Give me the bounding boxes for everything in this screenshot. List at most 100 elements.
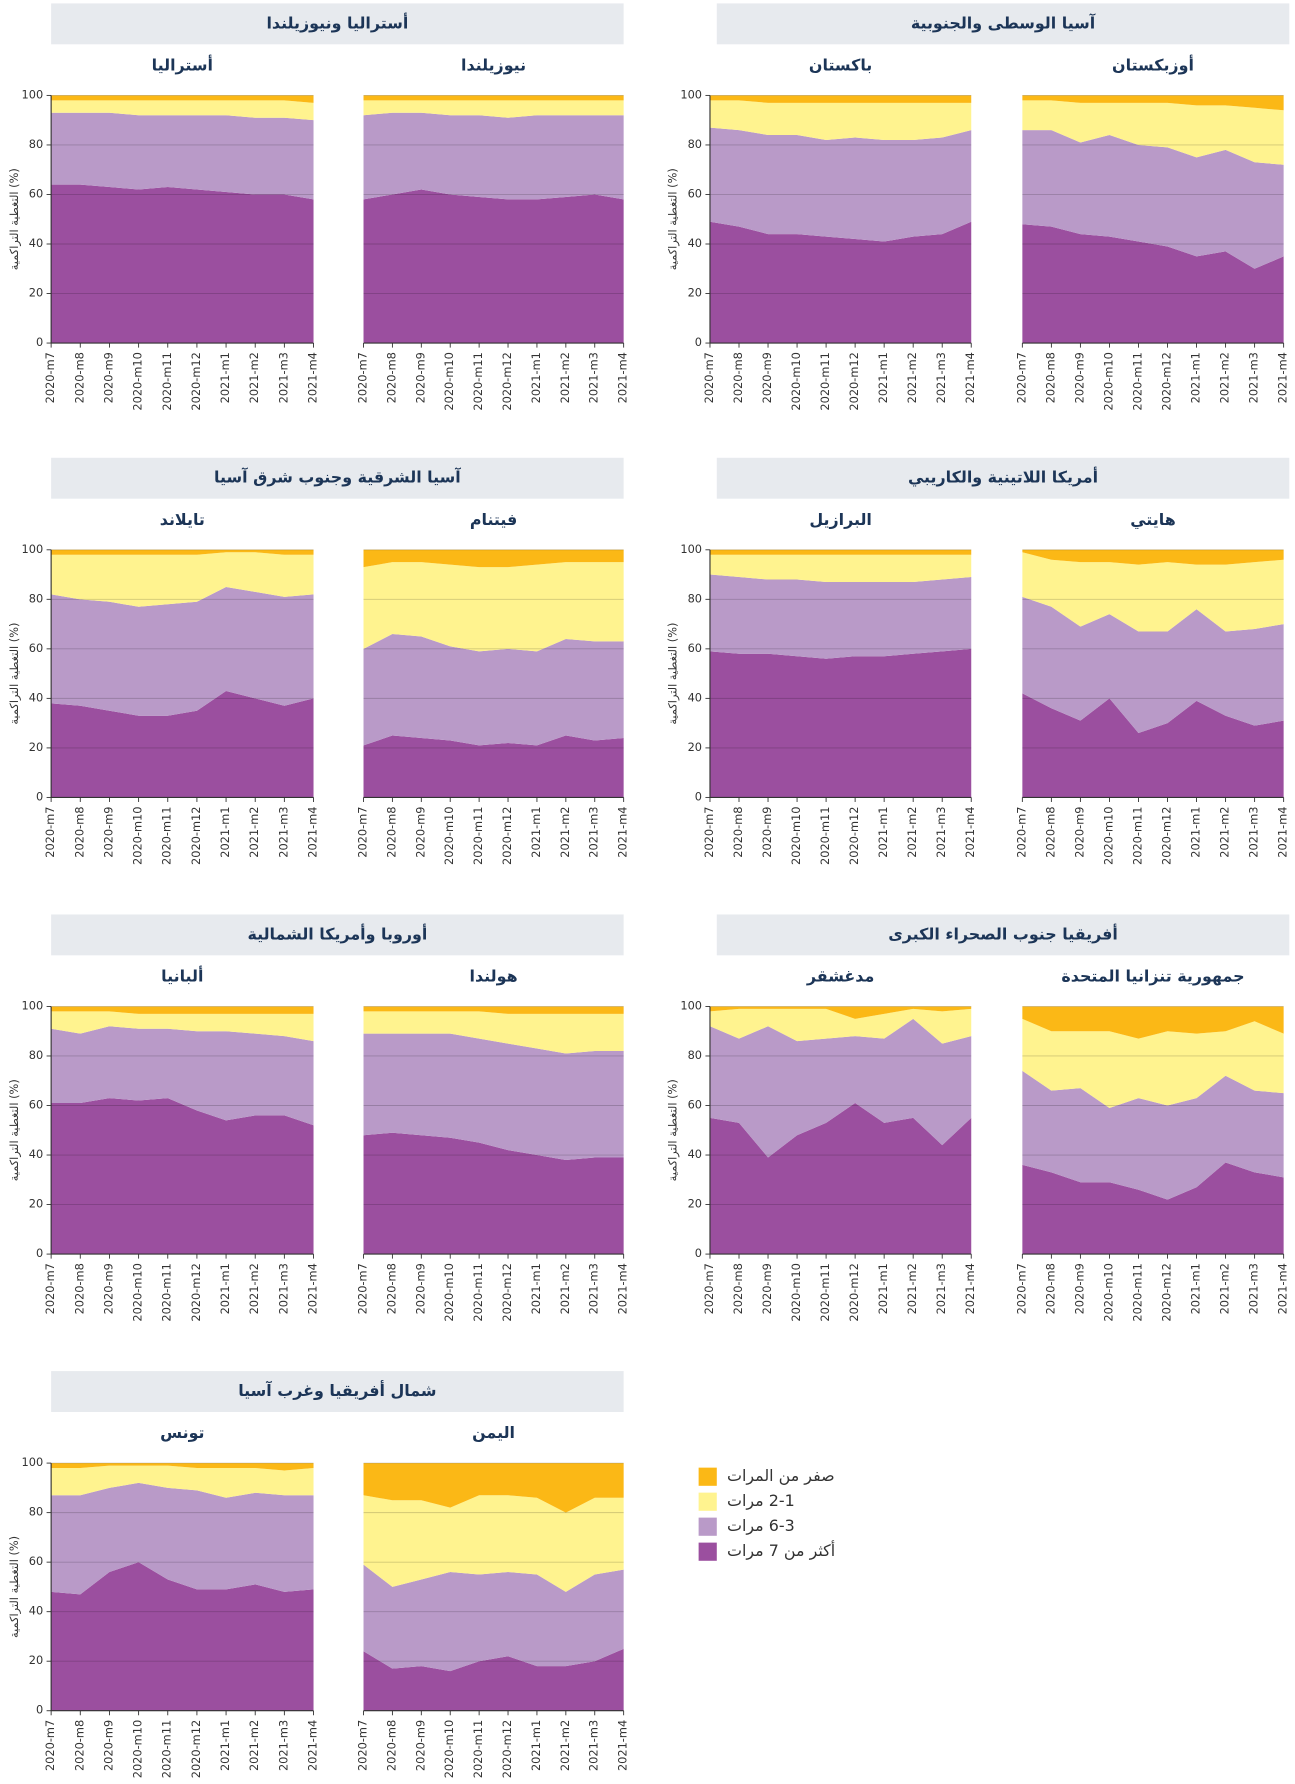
x-tick-label: 2021-m2 [905,1263,919,1314]
y-tick-label: 100 [680,87,702,101]
y-tick-label: 60 [29,1554,43,1568]
chart-title: باكستان [809,55,872,74]
y-axis-label: التغطية التراكمية (%) [666,1079,681,1181]
x-tick-label: 2021-m4 [1276,1263,1290,1314]
legend-swatch [698,1517,717,1536]
y-tick-label: 80 [29,137,43,151]
x-tick-label: 2020-m8 [384,1263,398,1314]
x-tick-label: 2021-m3 [587,1720,601,1771]
y-tick-label: 0 [695,335,702,349]
area [51,549,314,555]
area [51,1465,314,1498]
area [51,1482,314,1595]
x-tick-label: 2020-m11 [160,352,174,410]
x-tick-label: 2021-m2 [1218,1263,1232,1314]
y-tick-label: 0 [36,1703,43,1717]
area [1022,1018,1284,1108]
x-tick-label: 2020-m8 [384,352,398,403]
y-tick-label: 40 [29,236,43,250]
region-header [51,3,624,45]
x-tick-label: 2020-m11 [471,1720,485,1778]
chart-title: تايلاند [160,510,205,529]
x-tick-label: 2021-m1 [218,807,232,858]
x-tick-label: 2020-m12 [1160,1263,1174,1321]
area [709,1008,972,1044]
area [1022,130,1284,269]
y-tick-label: 100 [680,542,702,556]
area [1022,596,1284,734]
x-tick-label: 2020-m7 [1014,807,1028,858]
x-tick-label: 2020-m11 [1130,807,1144,865]
legend-label: 6-3 مرات [727,1516,795,1536]
x-tick-label: 2020-m7 [356,352,370,403]
x-tick-label: 2021-m2 [558,352,572,403]
chart-title: تونس [160,1423,204,1442]
y-axis-label: التغطية التراكمية (%) [7,168,22,270]
x-tick-label: 2020-m12 [1160,352,1174,410]
x-tick-label: 2020-m7 [43,1263,57,1314]
area [51,1562,314,1711]
y-axis-label: التغطية التراكمية (%) [7,623,22,725]
x-tick-label: 2021-m2 [905,352,919,403]
x-tick-label: 2020-m11 [1130,352,1144,410]
x-tick-label: 2021-m3 [934,807,948,858]
y-tick-label: 100 [22,998,44,1012]
x-tick-label: 2021-m1 [218,352,232,403]
y-tick-label: 40 [688,236,702,250]
area [1022,224,1284,344]
x-tick-label: 2021-m4 [963,352,977,403]
x-tick-label: 2021-m3 [934,352,948,403]
y-tick-label: 20 [29,286,43,300]
area [709,1103,972,1255]
x-tick-label: 2021-m2 [558,1720,572,1771]
chart-title: نيوزيلندا [461,55,526,74]
area [1022,693,1284,798]
x-tick-label: 2021-m4 [306,807,320,858]
chart-title: جمهورية تنزانيا المتحدة [1061,966,1244,985]
chart-title: مدغشقر [806,966,874,985]
area [363,1011,624,1054]
y-tick-label: 80 [688,591,702,605]
x-tick-label: 2021-m4 [963,1263,977,1314]
x-tick-label: 2021-m2 [247,807,261,858]
x-tick-label: 2021-m3 [276,1720,290,1771]
area [363,1463,624,1513]
x-tick-label: 2020-m12 [1160,807,1174,865]
y-tick-label: 40 [29,690,43,704]
y-tick-label: 100 [680,998,702,1012]
x-tick-label: 2020-m12 [847,352,861,410]
chart-title: هايتي [1130,510,1176,530]
x-tick-label: 2020-m10 [131,1263,145,1321]
x-tick-label: 2020-m8 [72,1720,86,1771]
x-tick-label: 2021-m1 [1189,1263,1203,1314]
x-tick-label: 2021-m3 [1247,352,1261,403]
x-tick-label: 2020-m11 [818,807,832,865]
region-header [51,914,624,956]
y-tick-label: 0 [36,789,43,803]
x-tick-label: 2021-m4 [306,1720,320,1771]
x-tick-label: 2021-m4 [616,807,630,858]
area [51,1098,314,1255]
x-tick-label: 2020-m12 [500,1720,514,1778]
x-tick-label: 2021-m4 [963,807,977,858]
region-header [51,457,624,499]
area [51,112,314,200]
y-tick-label: 80 [29,1048,43,1062]
y-tick-label: 80 [29,591,43,605]
area [51,1011,314,1042]
x-tick-label: 2021-m2 [1218,352,1232,403]
area [51,100,314,121]
x-tick-label: 2020-m11 [471,1263,485,1321]
x-tick-label: 2021-m4 [306,352,320,403]
area [51,552,314,607]
area [363,189,624,344]
x-tick-label: 2021-m4 [616,352,630,403]
region-header [51,1371,624,1412]
y-tick-label: 0 [695,789,702,803]
x-tick-label: 2021-m2 [247,352,261,403]
x-tick-label: 2020-m10 [442,1263,456,1321]
region-title: أستراليا ونيوزيلندا [266,12,408,32]
chart-title: أوزبكستان [1112,54,1194,74]
x-tick-label: 2021-m3 [276,807,290,858]
